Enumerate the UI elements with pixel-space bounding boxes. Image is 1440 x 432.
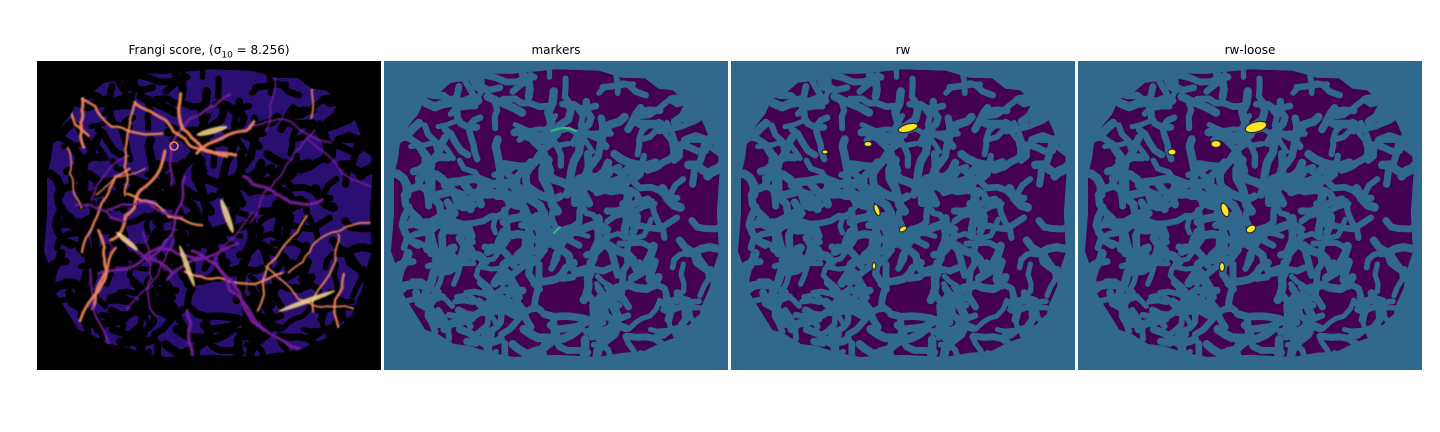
rw-loose-image <box>1078 61 1422 370</box>
rw-canvas <box>731 61 1075 370</box>
rw-image <box>731 61 1075 370</box>
markers-panel-title: markers <box>531 43 581 57</box>
rw-loose-panel-title: rw-loose <box>1224 43 1276 57</box>
markers-canvas <box>384 61 728 370</box>
frangi-title-text: Frangi score, <box>128 43 210 57</box>
frangi-panel-title: Frangi score, (σ10 = 8.256) <box>37 42 381 63</box>
rw-loose-canvas <box>1078 61 1422 370</box>
markers-image <box>384 61 728 370</box>
frangi-score-image <box>37 61 381 370</box>
frangi-title-math: (σ10 = 8.256) <box>209 43 290 61</box>
rw-panel-title: rw <box>895 43 911 57</box>
frangi-score-canvas <box>37 61 381 370</box>
